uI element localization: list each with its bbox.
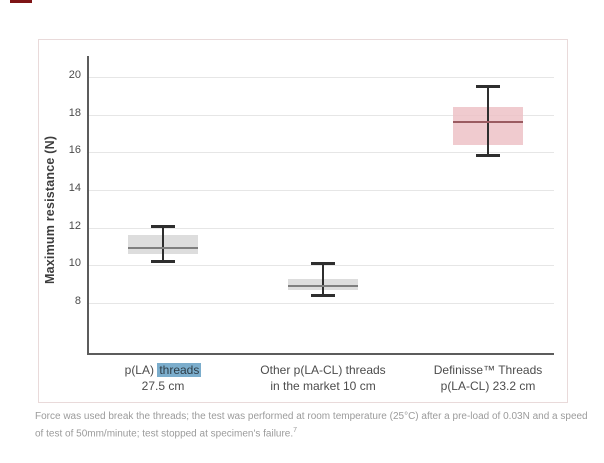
y-tick-label-20: 20 xyxy=(68,69,81,81)
category-label-line1: Other p(LA-CL) threads xyxy=(260,363,386,377)
category-label-2: Other p(LA-CL) threads in the market 10 c… xyxy=(208,362,438,394)
gridline-20 xyxy=(89,77,554,78)
y-axis-title: Maximum resistance (N) xyxy=(43,135,57,285)
y-tick-label-14: 14 xyxy=(68,182,81,194)
gridline-12 xyxy=(89,227,554,229)
gridline-18 xyxy=(89,114,554,116)
footnote-line-2-text: of test of 50mm/minute; test stopped at … xyxy=(35,427,294,439)
whisker-cap-low-1 xyxy=(151,259,175,263)
y-tick-label-12: 12 xyxy=(68,219,81,232)
whisker-line-1 xyxy=(162,225,164,262)
footnote-line-2: of test of 50mm/minute; test stopped at … xyxy=(35,424,604,441)
cropped-red-mark xyxy=(10,0,32,3)
gridline-14 xyxy=(89,190,554,191)
category-label-line1: p(LA) threads xyxy=(124,363,202,377)
y-tick-label-16: 16 xyxy=(68,144,81,157)
gridline-8 xyxy=(89,303,554,304)
category-label-1: p(LA) threads 27.5 cm xyxy=(48,362,278,394)
median-line-1 xyxy=(128,247,198,250)
category-label-line1: Definisse™ Threads xyxy=(433,363,543,377)
category-label-line2: 27.5 cm xyxy=(141,379,185,393)
highlighted-word: threads xyxy=(157,363,202,377)
whisker-line-2 xyxy=(322,263,324,296)
whisker-cap-low-2 xyxy=(311,293,335,297)
whisker-cap-high-1 xyxy=(151,224,175,228)
y-tick-label-18: 18 xyxy=(68,106,81,119)
gridline-10 xyxy=(89,265,554,267)
category-label-3: Definisse™ Threads p(LA-CL) 23.2 cm xyxy=(373,362,603,394)
y-axis-line xyxy=(87,56,89,355)
median-line-3 xyxy=(453,121,523,124)
y-tick-label-8: 8 xyxy=(74,295,81,307)
y-tick-label-10: 10 xyxy=(68,257,81,270)
footnote-reference: 7 xyxy=(293,426,298,434)
chart-panel: Maximum resistance (N) 20 18 16 14 12 10 8 p(LA… xyxy=(38,39,568,403)
category-label-line2: p(LA-CL) 23.2 cm xyxy=(440,379,536,393)
whisker-cap-high-3 xyxy=(476,85,500,89)
whisker-cap-low-3 xyxy=(476,154,500,158)
whisker-cap-high-2 xyxy=(311,262,335,266)
x-axis-line xyxy=(87,353,554,355)
gridline-16 xyxy=(89,152,554,154)
footnote-line-1: Force was used break the threads; the te… xyxy=(35,411,588,422)
footnote: Force was used break the threads; the te… xyxy=(35,410,604,440)
median-line-2 xyxy=(288,285,358,287)
plot-area xyxy=(89,58,554,353)
category-label-line2: in the market 10 cm xyxy=(270,379,376,393)
